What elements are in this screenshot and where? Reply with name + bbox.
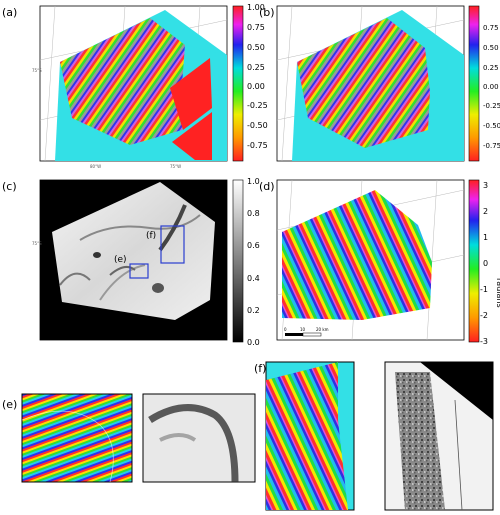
panel-d-label: (d) [259, 180, 275, 193]
colorbar-d-tick-3: 0 [483, 259, 488, 268]
colorbar-d-axis-label: radians [495, 278, 500, 308]
colorbar-c-tick-5: 0.0 [247, 338, 260, 347]
panel-c-amplitude-image [52, 182, 215, 320]
colorbar-b-tick-2: 0.25 [483, 64, 499, 72]
panel-e-label: (e) [2, 398, 17, 411]
panel-a-red-fill [170, 58, 212, 130]
panel-d: 0 10 20 km (d) [259, 179, 465, 341]
colorbar-a-tick-5: -0.25 [247, 101, 268, 110]
colorbar-d-bar [468, 179, 480, 343]
panel-b-interferogram [297, 18, 430, 148]
panel-f-amplitude-band [395, 372, 445, 510]
colorbar-c-tick-0: 1.0 [247, 177, 260, 186]
colorbar-d-tick-0: 3 [483, 181, 488, 190]
colorbar-b-tick-5: -0.50 [483, 122, 500, 130]
panel-a-interferogram [60, 18, 185, 145]
panel-d-scalebar-0: 0 [284, 327, 287, 332]
panel-a: (a) 75°S 80°W 75°W [2, 5, 228, 169]
colorbar-a-tick-3: 0.25 [247, 63, 265, 72]
panel-d-interferogram [282, 190, 432, 320]
colorbar-a-tick-1: 0.75 [247, 23, 265, 32]
panel-a-red-fill-lower [172, 112, 212, 160]
colorbar-c-tick-1: 0.8 [247, 209, 260, 218]
panel-c-features [59, 204, 201, 301]
colorbar-c-tick-3: 0.4 [247, 274, 260, 283]
colorbar-b-tick-3: 0.00 [483, 83, 499, 91]
panel-c-box-e [129, 263, 149, 279]
panel-f-amplitude-line [454, 399, 463, 511]
colorbar-b-tick-1: 0.50 [483, 44, 499, 52]
panel-c-lat-label: 75°S [32, 241, 42, 246]
panel-a-lat-label: 75°S [32, 68, 42, 73]
colorbar-c-bar [232, 179, 244, 343]
panel-f-amplitude-corner [420, 362, 493, 420]
colorbar-a-tick-7: -0.75 [247, 141, 268, 150]
colorbar-b-bar [468, 5, 480, 162]
panel-a-lon-label-2: 75°W [170, 164, 181, 169]
colorbar-b-tick-6: -0.75 [483, 142, 500, 150]
colorbar-a-tick-6: -0.50 [247, 121, 268, 130]
panel-e-fringe-curve [21, 410, 114, 483]
panel-d-scalebar-20: 20 km [316, 327, 329, 332]
colorbar-b: 0.75 0.50 0.25 0.00 -0.25 -0.50 -0.75 [468, 5, 500, 162]
colorbar-a-tick-0: 1.00 [247, 3, 265, 12]
panel-d-scalebar-10: 10 [300, 327, 306, 332]
colorbar-a-tick-2: 0.50 [247, 43, 265, 52]
panel-d-scalebar: 0 10 20 km [284, 327, 329, 337]
panel-c-box-f [160, 225, 185, 264]
panel-c-label: (c) [2, 180, 17, 193]
panel-c: (e) (f) (c) 75°S [2, 179, 228, 341]
panel-c-inset-label-f: (f) [146, 231, 156, 241]
colorbar-c-tick-2: 0.6 [247, 241, 260, 250]
panel-b-label: (b) [259, 6, 275, 19]
colorbar-b-tick-4: -0.25 [483, 102, 500, 110]
colorbar-d-tick-1: 2 [483, 207, 488, 216]
panel-e: (e) [2, 393, 256, 483]
colorbar-d-tick-2: 1 [483, 233, 488, 242]
panel-e-amplitude-feature [148, 404, 239, 483]
colorbar-d-tick-4: -1 [480, 285, 488, 294]
colorbar-c: 1.0 0.8 0.6 0.4 0.2 0.0 [232, 177, 260, 347]
panel-b: (b) [259, 5, 465, 162]
panel-f-label: (f) [254, 362, 266, 375]
panel-e-amplitude-feature-2 [159, 433, 197, 442]
colorbar-d-tick-5: -2 [480, 311, 488, 320]
colorbar-a-tick-4: 0.00 [247, 82, 265, 91]
panel-a-label: (a) [2, 6, 17, 19]
panel-c-dark-spot [152, 283, 164, 293]
panel-c-inset-label-e: (e) [114, 255, 127, 265]
colorbar-d: 3 2 1 0 -1 -2 -3 radians [468, 179, 500, 346]
panel-c-dark-spot-2 [93, 252, 101, 258]
panel-f: (f) [254, 361, 494, 511]
panel-e-interferogram-frame [21, 393, 133, 483]
panel-a-lon-label-1: 80°W [90, 164, 101, 169]
colorbar-b-tick-0: 0.75 [483, 24, 499, 32]
colorbar-a: 1.00 0.75 0.50 0.25 0.00 -0.25 -0.50 -0.… [232, 3, 268, 162]
colorbar-d-tick-6: -3 [480, 337, 488, 346]
panel-f-interferogram [266, 362, 348, 510]
colorbar-c-tick-4: 0.2 [247, 306, 260, 315]
colorbar-a-bar [232, 5, 244, 162]
